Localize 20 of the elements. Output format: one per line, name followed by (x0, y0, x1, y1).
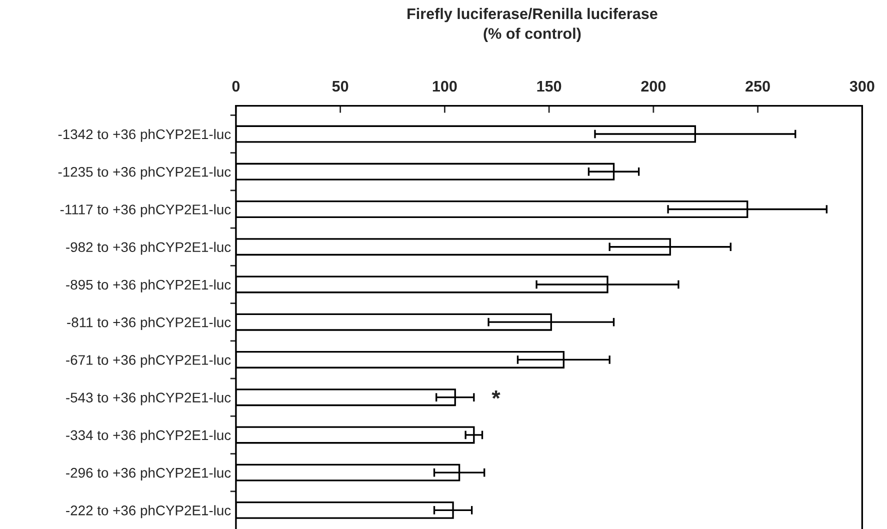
x-tick-label: 300 (850, 80, 874, 92)
chart-title: Firefly luciferase/Renilla luciferase (% of control) (408, 8, 658, 42)
y-tick-label: -222 to +36 phCYP2E1-luc (66, 505, 231, 518)
y-tick-label: -543 to +36 phCYP2E1-luc (66, 392, 231, 406)
y-tick-label: -671 to +36 phCYP2E1-luc (66, 354, 231, 368)
y-tick-label: -811 to +36 phCYP2E1-luc (67, 317, 231, 330)
y-tick-label: -895 to +36 phCYP2E1-luc (66, 279, 231, 292)
y-tick-label: -1342 to +36 phCYP2E1-luc (58, 128, 231, 142)
x-tick-label: 50 (332, 80, 348, 92)
x-tick-label: 250 (746, 80, 770, 92)
y-tick-label: -296 to +36 phCYP2E1-luc (66, 468, 231, 480)
y-tick-label: -1117 to +36 phCYP2E1-luc (60, 204, 231, 218)
annotation: * (492, 390, 500, 399)
x-tick-label: 150 (537, 80, 562, 92)
y-tick-label: -1235 to +36 phCYP2E1-luc (58, 166, 231, 180)
x-tick-label: 0 (232, 80, 240, 92)
x-tick-label: 100 (432, 80, 457, 92)
x-tick-label: 200 (641, 80, 666, 92)
y-tick-label: -334 to +36 phCYP2E1-luc (66, 430, 231, 443)
y-tick-label: -982 to +36 phCYP2E1-luc (66, 242, 231, 255)
